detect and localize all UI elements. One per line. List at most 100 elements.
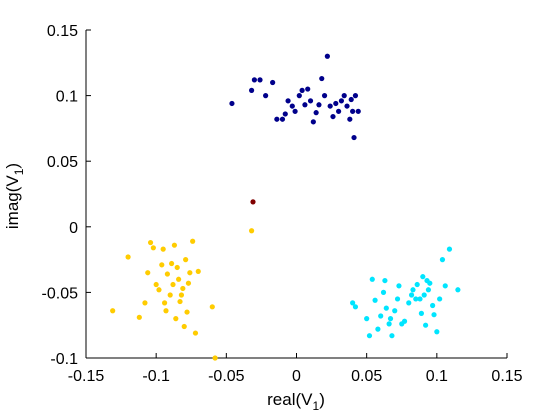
plot-background — [86, 30, 507, 358]
data-point — [164, 271, 170, 277]
data-point — [302, 102, 308, 108]
data-point — [289, 103, 295, 109]
data-point — [344, 103, 350, 109]
data-point — [420, 274, 426, 280]
data-point — [161, 300, 168, 306]
data-point — [270, 79, 276, 86]
y-axis-label-main: imag(V — [3, 175, 22, 230]
data-point — [185, 280, 192, 286]
series-3 — [350, 246, 461, 339]
data-point — [348, 96, 354, 103]
data-point — [310, 119, 316, 125]
y-axis-label-tail: ) — [3, 163, 22, 169]
data-point — [160, 246, 166, 252]
series-4 — [250, 199, 256, 205]
data-point — [387, 316, 394, 322]
data-point — [430, 302, 436, 309]
data-point — [380, 289, 387, 295]
data-point — [364, 316, 370, 322]
data-point — [316, 102, 322, 108]
data-point — [351, 134, 357, 141]
data-point — [292, 108, 298, 114]
data-point — [181, 323, 187, 330]
x-axis-label-main: real(V — [267, 390, 313, 409]
data-point — [414, 281, 420, 288]
y-tick-label: 0.1 — [56, 89, 78, 106]
plot-area — [85, 30, 507, 359]
data-point — [153, 281, 159, 288]
data-point — [229, 100, 235, 107]
data-point — [251, 77, 257, 83]
data-point — [392, 308, 398, 314]
data-point — [336, 108, 342, 114]
x-tick-label: 0.05 — [351, 368, 382, 385]
data-point — [355, 108, 361, 114]
data-point — [352, 93, 359, 99]
data-point — [177, 298, 183, 305]
y-tick-label: 0.15 — [47, 23, 78, 40]
data-point — [195, 268, 201, 275]
x-tick-label: -0.05 — [208, 368, 245, 385]
data-point — [327, 103, 333, 109]
data-point — [136, 314, 142, 320]
data-point — [375, 326, 381, 332]
data-point — [421, 292, 427, 298]
data-point — [439, 257, 446, 263]
data-point — [369, 276, 375, 282]
y-tick-label: 0.05 — [47, 154, 78, 171]
data-point — [386, 321, 392, 327]
x-tick-label: 0.1 — [426, 368, 448, 385]
data-point — [413, 296, 419, 302]
data-point — [274, 116, 280, 122]
x-tick-label: 0.15 — [491, 368, 522, 385]
data-point — [401, 318, 408, 324]
data-point — [442, 283, 448, 289]
data-point — [347, 116, 353, 122]
data-point — [163, 308, 169, 314]
data-point — [263, 93, 269, 99]
data-point — [333, 100, 339, 107]
data-point — [183, 257, 189, 263]
y-axis-label: imag(V1) — [3, 163, 26, 229]
data-point — [150, 245, 156, 251]
data-point — [305, 86, 311, 92]
data-point — [366, 333, 373, 339]
x-axis-label-tail: ) — [319, 390, 325, 409]
data-point — [324, 53, 330, 59]
x-tick-label: -0.1 — [142, 368, 170, 385]
data-point — [257, 77, 263, 83]
data-point — [125, 254, 131, 260]
data-point — [307, 98, 314, 104]
data-point — [173, 316, 179, 322]
data-point — [396, 283, 402, 289]
data-point — [319, 75, 325, 82]
series-1 — [229, 53, 361, 141]
x-tick-label: -0.15 — [68, 368, 105, 385]
y-tick-labels: -0.1 -0.05 0 0.05 0.1 0.15 — [42, 23, 79, 368]
data-point — [350, 300, 356, 306]
data-point — [382, 277, 388, 284]
x-tick-label: 0 — [292, 368, 301, 385]
data-point — [434, 329, 440, 335]
data-point — [423, 322, 429, 328]
data-point — [250, 199, 256, 205]
data-point — [176, 276, 182, 282]
data-point — [156, 287, 162, 293]
data-point — [248, 228, 255, 234]
data-point — [170, 281, 176, 288]
data-point — [174, 264, 180, 271]
x-tick-labels: -0.15 -0.1 -0.05 0 0.05 0.1 0.15 — [68, 368, 523, 385]
data-point — [159, 262, 165, 268]
data-point — [209, 304, 215, 310]
data-point — [147, 239, 154, 246]
data-point — [394, 296, 401, 302]
data-point — [437, 296, 443, 302]
data-point — [427, 280, 433, 286]
data-point — [190, 238, 196, 244]
data-point — [352, 304, 359, 310]
data-point — [338, 98, 345, 104]
data-point — [299, 87, 305, 93]
data-point — [167, 292, 173, 298]
data-point — [313, 110, 319, 116]
data-points — [110, 53, 461, 361]
